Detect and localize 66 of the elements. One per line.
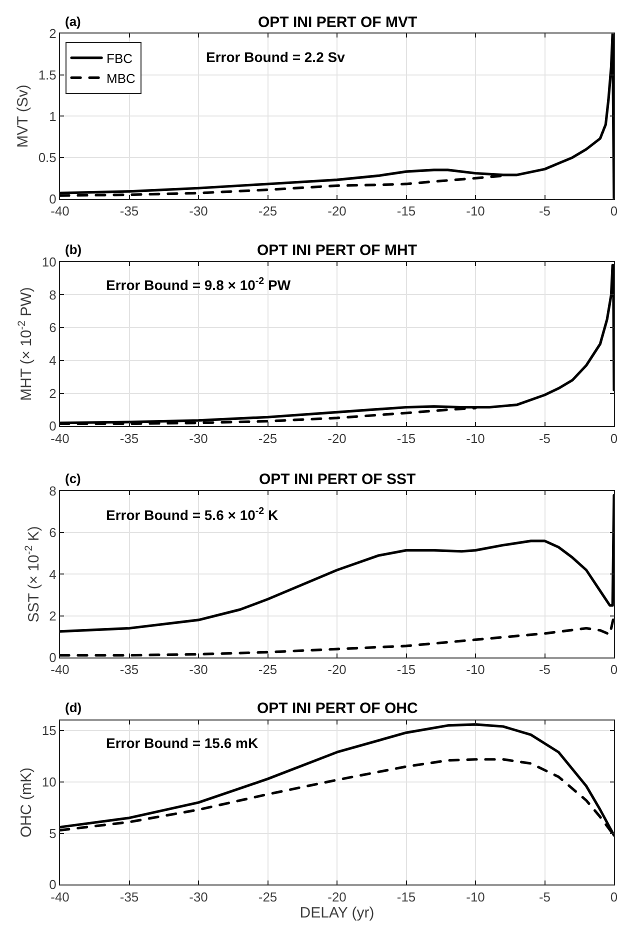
x-tick-label: 0 bbox=[610, 203, 618, 218]
x-tick-label: -10 bbox=[466, 889, 485, 904]
x-tick-label: -5 bbox=[538, 662, 551, 677]
x-axis-title: DELAY (yr) bbox=[300, 904, 374, 922]
x-tick-label: -30 bbox=[189, 889, 208, 904]
y-tick-label: 8 bbox=[49, 484, 56, 499]
chart-title: OPT INI PERT OF OHC bbox=[257, 700, 418, 717]
line-series bbox=[60, 494, 614, 633]
text: (a) bbox=[65, 14, 81, 29]
chart-title: OPT INI PERT OF MHT bbox=[257, 242, 417, 259]
legend-label: FBC bbox=[106, 50, 133, 66]
x-tick-label: -35 bbox=[120, 662, 139, 677]
x-tick-label: -35 bbox=[120, 430, 139, 446]
x-tick-label: 0 bbox=[610, 889, 618, 904]
x-tick-label: -25 bbox=[258, 662, 278, 677]
x-tick-label: -20 bbox=[328, 203, 346, 218]
x-tick-label: -5 bbox=[538, 203, 551, 218]
x-tick-label: -10 bbox=[466, 662, 485, 677]
x-tick-label: 0 bbox=[610, 662, 618, 677]
y-tick-label: 4 bbox=[49, 566, 56, 582]
legend-label: MBC bbox=[106, 70, 136, 86]
y-tick-label: 6 bbox=[49, 525, 56, 540]
y-tick-label: 10 bbox=[42, 774, 56, 790]
x-tick-label: -5 bbox=[538, 430, 551, 446]
y-tick-label: 10 bbox=[42, 254, 56, 270]
y-tick-label: 2 bbox=[49, 386, 56, 401]
text: (c) bbox=[65, 471, 81, 486]
y-tick-label: 2 bbox=[49, 26, 56, 42]
y-tick-label: 6 bbox=[49, 320, 56, 336]
x-tick-label: 0 bbox=[610, 430, 618, 446]
chart-title: OPT INI PERT OF MVT bbox=[258, 14, 418, 31]
y-tick-label: 1 bbox=[49, 108, 56, 124]
y-tick-label: 15 bbox=[42, 723, 56, 738]
x-tick-label: -25 bbox=[258, 203, 278, 218]
x-tick-label: -25 bbox=[258, 430, 278, 446]
x-tick-label: -20 bbox=[328, 889, 346, 904]
x-tick-label: -10 bbox=[466, 430, 485, 446]
y-tick-label: 0.5 bbox=[38, 150, 56, 166]
annotation: Error Bound = 5.6 × 10$^{-2}$ K bbox=[106, 506, 278, 523]
x-tick-label: -35 bbox=[120, 889, 139, 904]
x-tick-label: -15 bbox=[396, 203, 416, 218]
x-tick-label: -25 bbox=[258, 889, 278, 904]
x-tick-label: -10 bbox=[466, 203, 485, 218]
y-tick-label: 1.5 bbox=[38, 67, 56, 82]
y-axis-title: MVT (Sv) bbox=[14, 84, 32, 148]
chart-title: OPT INI PERT OF SST bbox=[259, 471, 416, 488]
x-tick-label: -15 bbox=[396, 430, 416, 446]
x-tick-label: -30 bbox=[189, 430, 208, 446]
text: (d) bbox=[65, 700, 82, 715]
x-tick-label: -35 bbox=[120, 203, 139, 218]
x-tick-label: -5 bbox=[538, 889, 551, 904]
y-tick-label: 8 bbox=[49, 287, 56, 302]
y-tick-label: 5 bbox=[49, 826, 56, 841]
x-tick-label: -15 bbox=[396, 889, 416, 904]
x-tick-label: -30 bbox=[189, 203, 208, 218]
y-tick-label: 4 bbox=[49, 352, 56, 368]
annotation: Error Bound = 9.8 × 10$^{-2}$ PW bbox=[106, 276, 292, 293]
y-axis-title: OHC (mK) bbox=[18, 768, 36, 838]
x-tick-label: -20 bbox=[328, 662, 346, 677]
annotation: Error Bound = 15.6 mK bbox=[106, 735, 258, 751]
x-tick-label: -20 bbox=[328, 430, 346, 446]
x-tick-label: -30 bbox=[189, 662, 208, 677]
x-tick-label: -15 bbox=[396, 662, 416, 677]
annotation: Error Bound = 2.2 Sv bbox=[206, 49, 346, 65]
text: (b) bbox=[65, 242, 82, 257]
y-tick-label: 2 bbox=[49, 608, 56, 624]
